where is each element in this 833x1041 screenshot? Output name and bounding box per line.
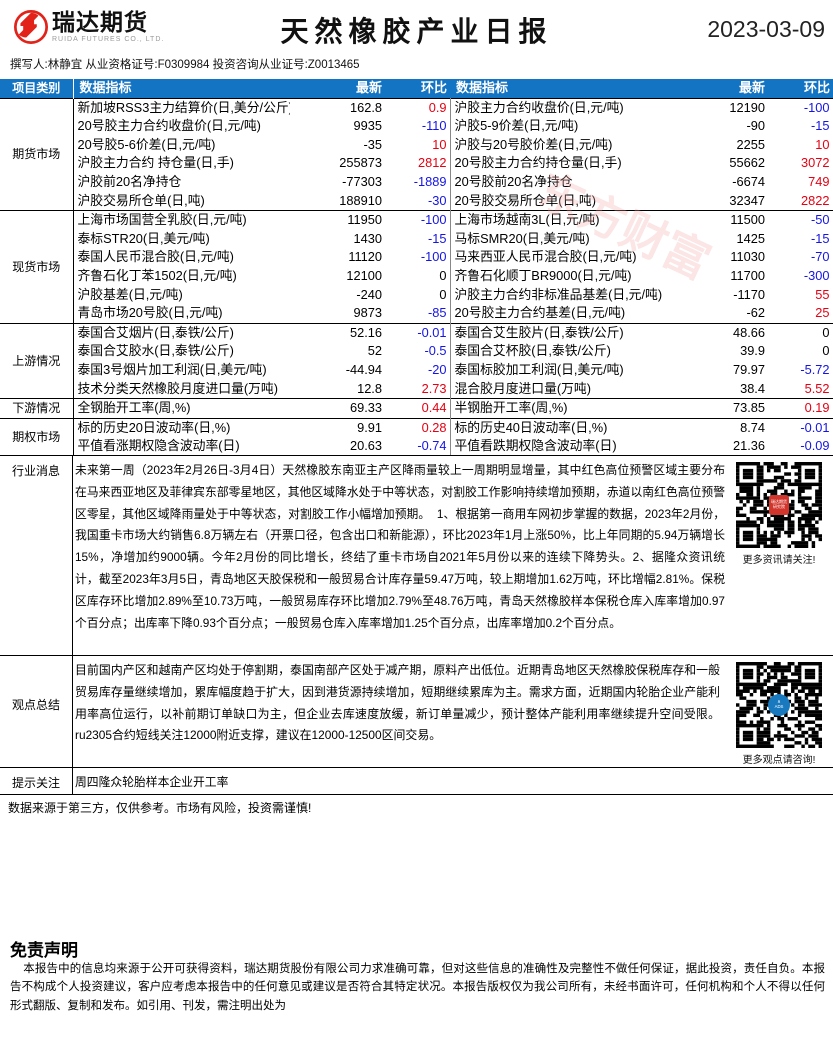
svg-text:研究院: 研究院: [773, 503, 785, 509]
svg-text:ADS: ADS: [775, 704, 784, 709]
